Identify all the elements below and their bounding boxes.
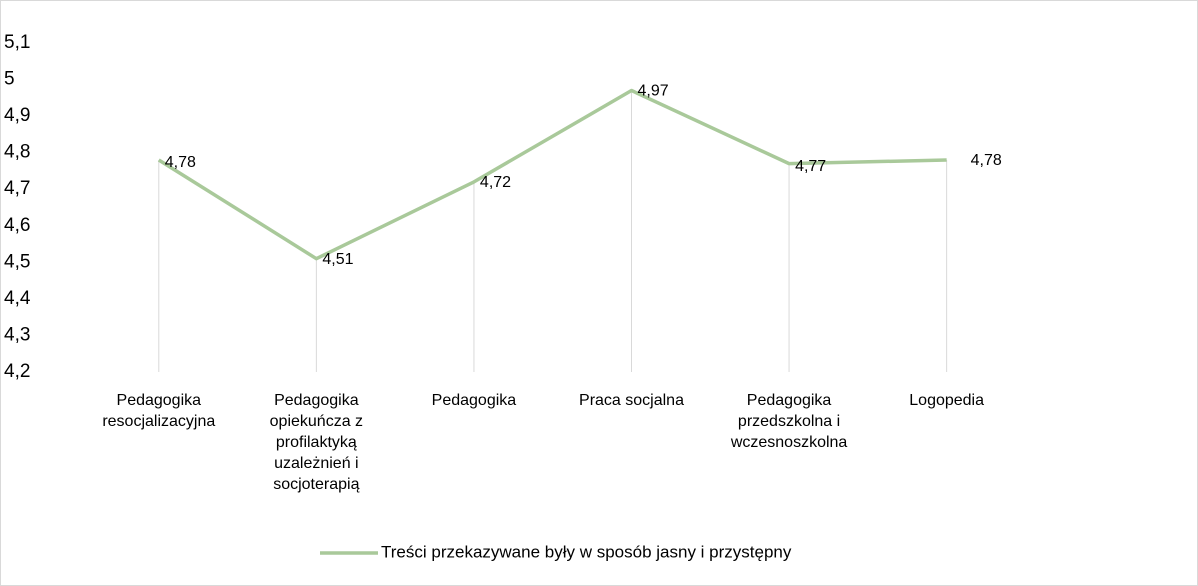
x-tick-label: Pedagogika resocjalizacyjna [102, 392, 216, 430]
data-label: 4,77 [795, 158, 826, 175]
data-label: 4,78 [971, 152, 1002, 169]
y-tick-label: 4,2 [4, 361, 30, 382]
x-tick-label: Pedagogika przedszkolna i wczesnoszkolna [730, 392, 848, 451]
y-tick-label: 4,5 [4, 251, 30, 272]
data-label: 4,78 [165, 154, 196, 171]
y-tick-label: 5 [4, 69, 15, 90]
y-tick-label: 4,9 [4, 105, 30, 126]
x-tick-label: Pedagogika opiekuńcza z profilaktyką uza… [269, 392, 364, 493]
x-tick-label: Praca socjalna [579, 392, 684, 409]
x-tick-label: Pedagogika [431, 392, 517, 409]
x-tick-label: Logopedia [909, 392, 985, 409]
data-label: 4,97 [638, 83, 669, 100]
legend-label: Treści przekazywane były w sposób jasny … [381, 542, 792, 561]
data-label: 4,51 [322, 251, 353, 268]
y-tick-label: 4,8 [4, 142, 30, 163]
y-tick-label: 4,7 [4, 178, 30, 199]
y-tick-label: 5,1 [4, 32, 30, 53]
y-tick-label: 4,6 [4, 215, 30, 236]
y-tick-label: 4,3 [4, 324, 30, 345]
y-tick-label: 4,4 [4, 288, 31, 309]
data-label: 4,72 [480, 174, 511, 191]
series-line [157, 88, 947, 261]
